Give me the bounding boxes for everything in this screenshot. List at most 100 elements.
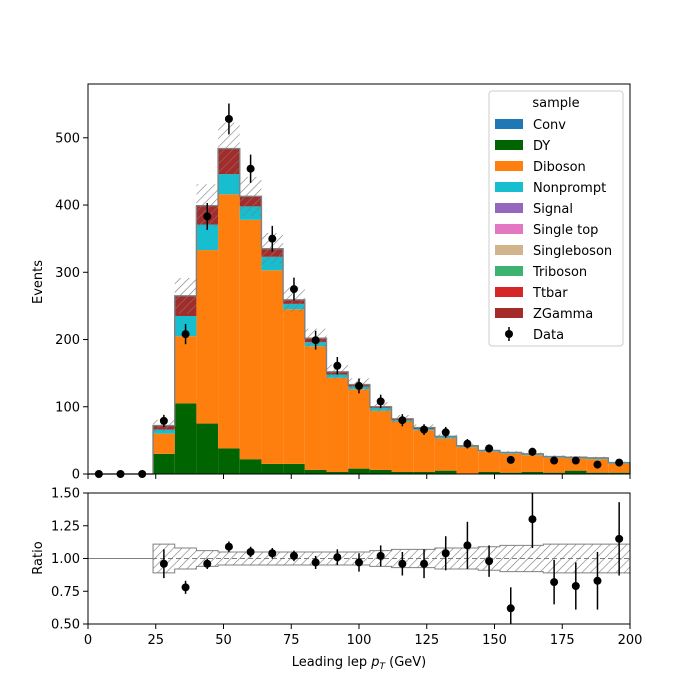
legend-label: Diboson — [533, 160, 586, 175]
bar-diboson — [543, 457, 565, 473]
bar-diboson — [348, 389, 370, 469]
legend-item-ttbar: Ttbar — [495, 286, 568, 301]
bar-dy — [348, 468, 370, 474]
bar-dy — [283, 463, 305, 474]
x-tick-label: 75 — [283, 633, 300, 648]
bar-diboson — [304, 346, 327, 470]
bar-dy — [543, 472, 565, 474]
y-tick-label-ratio: 0.50 — [51, 618, 80, 633]
legend-label: Singleboson — [533, 244, 612, 259]
x-tick-label: 175 — [550, 633, 575, 648]
ratio-uncertainty-band — [543, 544, 565, 573]
ratio-band-lower — [88, 558, 630, 574]
ratio-point — [246, 547, 255, 556]
ratio-point — [311, 558, 320, 567]
data-point — [571, 456, 580, 465]
ratio-point — [593, 576, 602, 585]
legend-label: DY — [533, 139, 550, 154]
y-tick-label-main: 400 — [55, 199, 80, 214]
y-tick-label-main: 100 — [55, 400, 80, 415]
legend-swatch — [495, 119, 523, 129]
bar-dy — [261, 463, 284, 474]
data-point — [485, 444, 494, 453]
y-axis-label-ratio: Ratio — [31, 541, 46, 574]
y-tick-label-ratio: 1.50 — [51, 487, 80, 502]
legend: sample Conv DY Diboson Nonprompt Signal Single… — [488, 90, 624, 347]
bar-diboson — [153, 433, 175, 454]
bar-nonprompt — [153, 429, 175, 434]
ratio-point — [376, 551, 385, 560]
bar-dy — [391, 471, 414, 474]
legend-label: Signal — [533, 202, 573, 217]
ratio-band-upper — [88, 543, 630, 559]
legend-item-singleboson: Singleboson — [495, 244, 612, 259]
ratio-point — [398, 559, 407, 568]
legend-label: Single top — [533, 223, 598, 238]
legend-item-conv: Conv — [495, 118, 566, 133]
data-point — [289, 285, 298, 294]
legend-item-triboson: Triboson — [495, 265, 587, 280]
bar-diboson — [326, 377, 349, 472]
bar-diboson — [391, 421, 414, 472]
ratio-point — [181, 583, 190, 592]
bar-dy — [304, 469, 327, 474]
ratio-point — [159, 559, 168, 568]
data-point — [441, 428, 450, 437]
legend-label: Nonprompt — [533, 181, 606, 196]
ratio-point — [420, 559, 429, 568]
bar-diboson — [261, 270, 284, 464]
ratio-point — [463, 541, 472, 550]
legend-item-nonprompt: Nonprompt — [495, 181, 606, 196]
legend-label: ZGamma — [533, 307, 593, 322]
stack-outline — [88, 147, 631, 475]
legend-swatch — [495, 140, 523, 150]
legend-label: Triboson — [532, 265, 587, 280]
legend-item-dy: DY — [495, 139, 550, 154]
bar-diboson — [239, 219, 262, 460]
legend-swatch — [495, 266, 523, 276]
bar-dy — [196, 423, 219, 474]
bar-dy — [499, 472, 522, 474]
data-point — [593, 460, 602, 469]
ratio-point — [550, 578, 559, 587]
bar-diboson — [608, 463, 630, 473]
bar-dy — [521, 471, 544, 474]
data-point — [550, 456, 559, 465]
bar-dy — [564, 470, 587, 474]
bar-dy — [326, 471, 349, 474]
x-tick-label: 125 — [414, 633, 439, 648]
data-point — [615, 458, 624, 467]
data-point — [246, 164, 255, 173]
y-tick-label-main: 300 — [55, 266, 80, 281]
bar-diboson — [369, 410, 392, 470]
data-point — [224, 114, 233, 123]
legend-swatch — [495, 182, 523, 192]
x-tick-label: 50 — [215, 633, 232, 648]
bar-diboson — [174, 336, 197, 404]
legend-swatch — [495, 287, 523, 297]
ratio-uncertainty-band — [564, 544, 587, 573]
legend-item-diboson: Diboson — [495, 160, 586, 175]
ratio-point — [528, 515, 537, 524]
y-tick-label-ratio: 0.75 — [51, 585, 80, 600]
ratio-uncertainty-band — [521, 545, 544, 572]
data-point — [398, 416, 407, 425]
ratio-uncertainty-band — [174, 548, 197, 569]
bar-dy — [413, 471, 435, 474]
data-point — [463, 439, 472, 448]
ratio-point — [441, 549, 450, 558]
legend-label: Conv — [533, 118, 566, 133]
data-point — [506, 455, 515, 464]
legend-swatch — [495, 161, 523, 171]
bar-dy — [153, 453, 175, 474]
bar-diboson — [218, 194, 240, 449]
x-tick-label: 0 — [84, 633, 92, 648]
legend-swatch — [495, 224, 523, 234]
ratio-uncertainty-band — [218, 551, 240, 566]
bar-dy — [586, 472, 609, 474]
bar-diboson — [413, 430, 435, 472]
bar-nonprompt — [218, 174, 240, 195]
ratio-point — [268, 549, 277, 558]
data-point — [311, 336, 320, 345]
bar-dy — [239, 459, 262, 474]
